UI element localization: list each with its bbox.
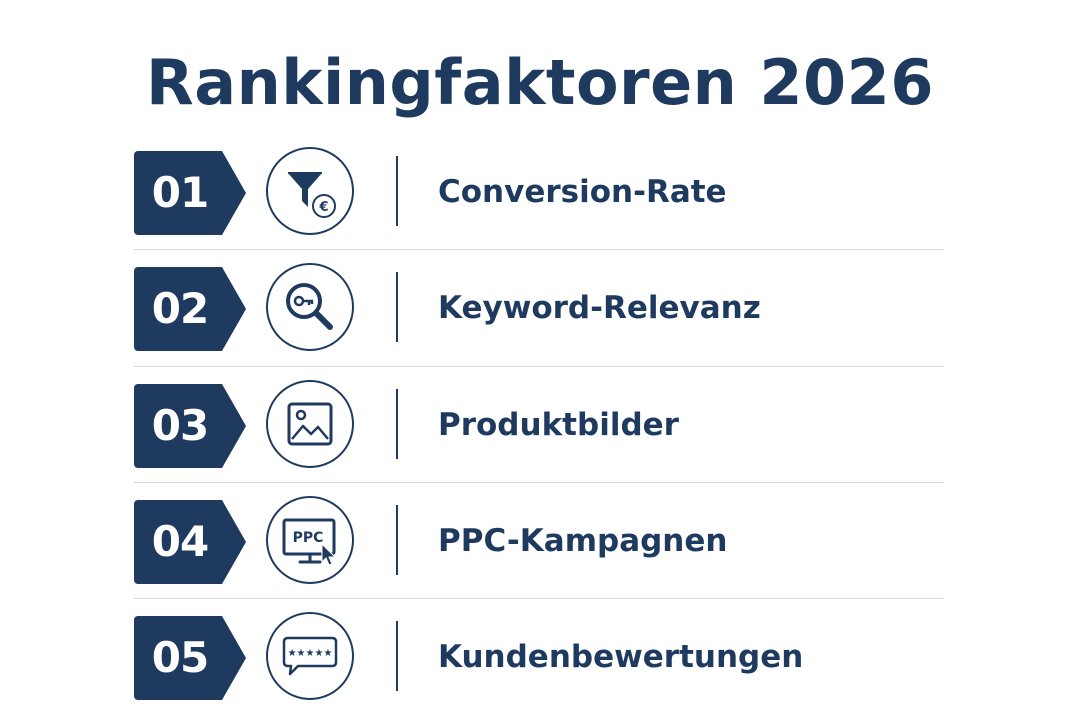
factor-label: Conversion-Rate — [438, 174, 727, 210]
number-badge — [134, 151, 246, 235]
list-item: 03 Produktbilder — [0, 375, 1080, 475]
number-badge-label: 02 — [151, 284, 209, 333]
factor-label: Kundenbewertungen — [438, 639, 804, 675]
factor-label: Keyword-Relevanz — [438, 290, 761, 326]
list-item: 02 Keyword-Relevanz — [0, 258, 1080, 358]
factor-label: PPC-Kampagnen — [438, 523, 728, 559]
number-badge — [134, 616, 246, 700]
row-divider — [134, 249, 944, 250]
list-item: 01 € Conversion-Rate — [0, 142, 1080, 242]
number-badge-label: 01 — [151, 168, 209, 217]
factor-label: Produktbilder — [438, 407, 679, 443]
row-divider — [134, 598, 944, 599]
funnel-euro-icon: € — [266, 147, 354, 235]
ppc-monitor-icon: PPC — [266, 496, 354, 584]
list-item: 04 PPC PPC-Kampagnen — [0, 491, 1080, 591]
row-divider — [134, 366, 944, 367]
number-badge-label: 05 — [151, 633, 209, 682]
number-badge-label: 04 — [151, 517, 209, 566]
magnifier-key-icon — [266, 263, 354, 351]
review-stars-icon: ★★★★★ — [266, 612, 354, 700]
number-badge — [134, 384, 246, 468]
page-title: Rankingfaktoren 2026 — [146, 46, 934, 119]
separator — [396, 621, 398, 691]
euro-symbol: € — [318, 200, 328, 215]
list-item: 05 ★★★★★ Kundenbewertungen — [0, 607, 1080, 707]
separator — [396, 505, 398, 575]
number-badge-label: 03 — [151, 401, 209, 450]
image-icon — [266, 380, 354, 468]
number-badge — [134, 267, 246, 351]
ppc-text: PPC — [293, 530, 324, 546]
separator — [396, 272, 398, 342]
separator — [396, 389, 398, 459]
separator — [396, 156, 398, 226]
row-divider — [134, 482, 944, 483]
stars-text: ★★★★★ — [288, 648, 333, 659]
number-badge — [134, 500, 246, 584]
